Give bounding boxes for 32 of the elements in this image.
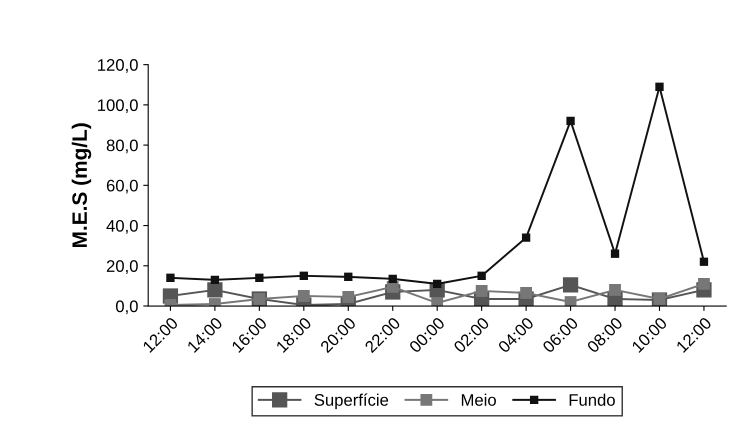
point — [255, 274, 264, 282]
y-tick-label: 120,0 — [98, 59, 138, 73]
point — [300, 272, 308, 280]
point — [210, 276, 220, 284]
point — [566, 116, 575, 126]
point — [433, 280, 442, 288]
point — [564, 296, 576, 306]
legend-label: Meio — [462, 394, 496, 406]
legend-label: Fundo — [570, 394, 615, 406]
point — [562, 277, 578, 293]
point — [344, 272, 352, 282]
point — [610, 250, 620, 258]
y-tick-label: 0,0 — [116, 300, 138, 314]
point — [431, 297, 444, 306]
y-tick-label: 80,0 — [106, 140, 138, 154]
point — [207, 282, 223, 298]
point — [298, 290, 310, 302]
y-tick-label: 20,0 — [106, 260, 138, 274]
point — [476, 285, 488, 297]
point — [609, 284, 621, 296]
y-tick-label: 40,0 — [106, 220, 138, 234]
y-axis-title: M.E.S (mg/L) — [72, 123, 92, 248]
point — [700, 258, 708, 266]
point — [166, 274, 175, 282]
point — [388, 274, 397, 284]
legend-label: Superfície — [314, 393, 388, 410]
point — [655, 82, 664, 91]
point — [342, 291, 354, 303]
point — [522, 233, 530, 242]
y-tick-label: 100,0 — [98, 99, 138, 114]
point — [477, 272, 486, 280]
y-tick-label: 60,0 — [106, 180, 138, 194]
